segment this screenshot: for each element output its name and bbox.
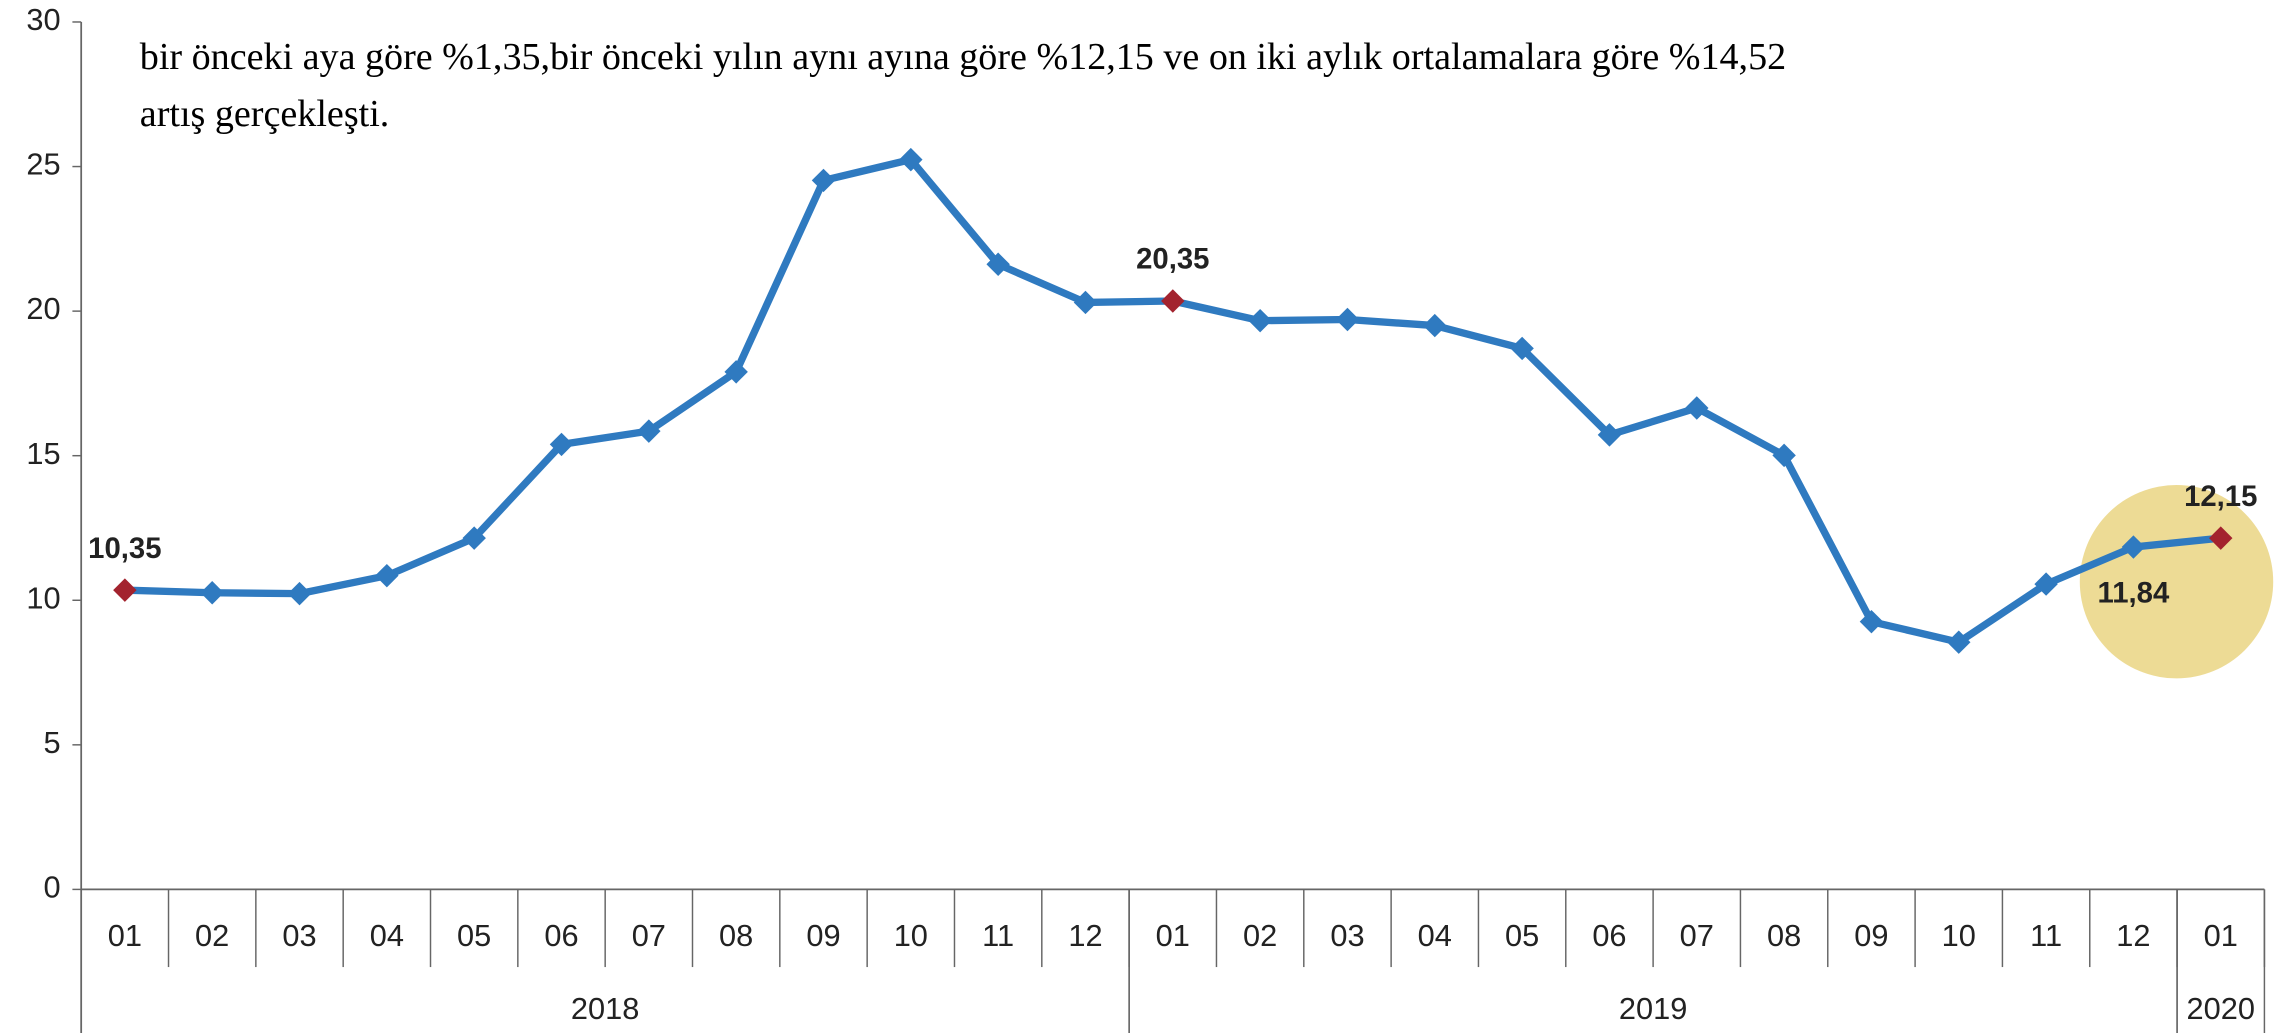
data-point xyxy=(2209,526,2233,550)
x-tick-label: 04 xyxy=(370,918,404,953)
data-point xyxy=(637,419,661,443)
data-point xyxy=(1510,336,1534,361)
x-tick-label: 11 xyxy=(982,918,1014,953)
data-point xyxy=(724,360,748,384)
data-point xyxy=(113,578,137,602)
x-tick-label: 05 xyxy=(457,918,491,953)
x-tick-label: 01 xyxy=(2204,918,2238,953)
data-point xyxy=(200,581,224,605)
data-point xyxy=(986,252,1010,277)
y-tick-label: 30 xyxy=(26,2,60,37)
year-label: 2019 xyxy=(1619,991,1687,1026)
data-point xyxy=(899,147,923,172)
y-tick-label: 5 xyxy=(44,725,61,760)
x-tick-label: 07 xyxy=(1680,918,1714,953)
x-tick-label: 08 xyxy=(719,918,753,953)
y-tick-label: 25 xyxy=(26,147,60,182)
data-label: 11,84 xyxy=(2098,577,2170,610)
paragraph-line: bir önceki aya göre %1,35,bir önceki yıl… xyxy=(140,36,1786,78)
data-point xyxy=(811,168,836,193)
data-point xyxy=(2034,572,2058,596)
paragraph-line: artış gerçekleşti. xyxy=(140,93,390,135)
y-tick-label: 20 xyxy=(26,291,60,326)
x-tick-label: 07 xyxy=(632,918,666,953)
x-tick-label: 04 xyxy=(1418,918,1452,953)
x-tick-label: 12 xyxy=(2116,918,2150,953)
data-line xyxy=(124,155,2222,646)
data-point xyxy=(1685,396,1709,420)
x-tick-label: 11 xyxy=(2030,918,2062,953)
x-tick-label: 01 xyxy=(108,918,142,953)
x-tick-label: 06 xyxy=(1592,918,1626,953)
year-label: 2020 xyxy=(2187,991,2255,1026)
x-tick-label: 02 xyxy=(1243,918,1277,953)
x-tick-label: 09 xyxy=(1854,918,1888,953)
x-tick-label: 10 xyxy=(894,918,928,953)
data-point xyxy=(1859,609,1884,634)
data-point xyxy=(1423,313,1447,338)
data-point xyxy=(549,432,574,457)
data-point xyxy=(1161,289,1185,313)
x-tick-label: 01 xyxy=(1156,918,1190,953)
data-point xyxy=(1597,423,1622,447)
x-tick-label: 03 xyxy=(1330,918,1364,953)
x-tick-label: 12 xyxy=(1068,918,1102,953)
x-tick-label: 08 xyxy=(1767,918,1801,953)
data-point xyxy=(287,581,312,606)
x-tick-label: 05 xyxy=(1505,918,1539,953)
data-point xyxy=(1772,443,1796,468)
y-tick-label: 10 xyxy=(26,580,60,615)
x-tick-label: 06 xyxy=(544,918,578,953)
x-tick-label: 09 xyxy=(806,918,840,953)
data-point xyxy=(1947,630,1971,654)
data-point xyxy=(1073,290,1098,315)
x-tick-label: 10 xyxy=(1942,918,1976,953)
data-point xyxy=(462,526,486,550)
data-point xyxy=(1248,308,1272,333)
data-label: 10,35 xyxy=(88,532,161,565)
data-point xyxy=(1335,307,1360,332)
x-tick-label: 02 xyxy=(195,918,229,953)
data-point xyxy=(375,563,399,588)
year-label: 2018 xyxy=(571,991,639,1026)
y-tick-label: 15 xyxy=(26,436,60,471)
data-label: 12,15 xyxy=(2184,480,2257,513)
y-tick-label: 0 xyxy=(44,870,61,905)
x-tick-label: 03 xyxy=(282,918,316,953)
data-label: 20,35 xyxy=(1136,243,1209,276)
